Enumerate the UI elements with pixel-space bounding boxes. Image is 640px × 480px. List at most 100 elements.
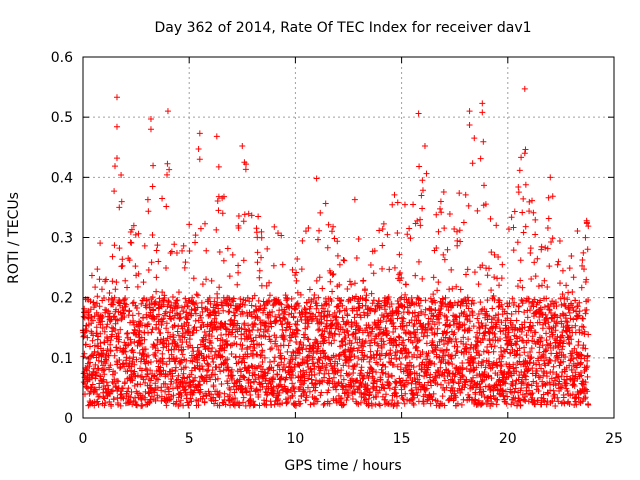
data-point	[212, 309, 219, 316]
data-point	[151, 372, 158, 379]
data-point	[93, 300, 100, 307]
data-point	[305, 375, 312, 382]
data-point	[213, 226, 220, 233]
data-point	[188, 367, 195, 374]
data-point	[450, 379, 457, 386]
data-point	[500, 347, 507, 354]
data-point	[470, 374, 477, 381]
data-point	[319, 285, 326, 292]
data-point	[95, 401, 102, 408]
data-point	[140, 314, 147, 321]
data-point	[395, 310, 402, 317]
data-point	[559, 267, 566, 274]
data-point	[118, 263, 125, 270]
data-point	[516, 334, 523, 341]
data-point	[198, 363, 205, 370]
data-point	[338, 395, 345, 402]
data-point	[442, 352, 449, 359]
data-point	[205, 353, 212, 360]
data-point	[121, 379, 128, 386]
data-point	[429, 337, 436, 344]
data-point	[204, 307, 211, 314]
data-point	[271, 401, 278, 408]
data-point	[340, 401, 347, 408]
data-point	[433, 353, 440, 360]
data-point	[550, 363, 557, 370]
data-point	[179, 351, 186, 358]
data-point	[266, 292, 273, 299]
data-point	[286, 360, 293, 367]
data-point	[357, 314, 364, 321]
data-point	[325, 370, 332, 377]
data-point	[522, 223, 529, 230]
data-point	[552, 402, 559, 409]
data-point	[308, 372, 315, 379]
data-point	[183, 391, 190, 398]
data-point	[491, 251, 498, 258]
data-point	[487, 215, 494, 222]
data-point	[178, 366, 185, 373]
data-point	[304, 335, 311, 342]
data-point	[318, 309, 325, 316]
data-point	[97, 240, 104, 247]
data-point	[568, 300, 575, 307]
data-point	[160, 367, 167, 374]
data-point	[241, 211, 248, 218]
data-point	[490, 348, 497, 355]
data-point	[248, 385, 255, 392]
data-point	[126, 307, 133, 314]
data-point	[263, 282, 270, 289]
data-point	[551, 377, 558, 384]
data-point	[472, 355, 479, 362]
data-point	[562, 312, 569, 319]
data-point	[489, 305, 496, 312]
data-point	[498, 301, 505, 308]
data-point	[570, 274, 577, 281]
data-point	[361, 390, 368, 397]
data-point	[86, 343, 93, 350]
data-point	[271, 354, 278, 361]
data-point	[297, 368, 304, 375]
data-point	[402, 390, 409, 397]
data-point	[289, 380, 296, 387]
data-point	[555, 398, 562, 405]
data-point	[582, 394, 589, 401]
data-point	[431, 321, 438, 328]
data-point	[379, 362, 386, 369]
data-point	[505, 329, 512, 336]
data-point	[206, 294, 213, 301]
data-point	[450, 321, 457, 328]
data-point	[247, 331, 254, 338]
data-point	[160, 344, 167, 351]
data-point	[518, 154, 525, 161]
data-point	[563, 380, 570, 387]
data-point	[568, 367, 575, 374]
data-point	[219, 210, 226, 217]
data-point	[572, 297, 579, 304]
data-point	[313, 377, 320, 384]
data-point	[544, 225, 551, 232]
data-point	[402, 347, 409, 354]
data-point	[349, 395, 356, 402]
data-point	[414, 347, 421, 354]
data-point	[540, 351, 547, 358]
data-point	[503, 361, 510, 368]
data-point	[188, 371, 195, 378]
data-point	[154, 242, 161, 249]
data-point	[129, 377, 136, 384]
data-point	[171, 241, 178, 248]
data-point	[511, 388, 518, 395]
data-point	[474, 207, 481, 214]
data-point	[143, 353, 150, 360]
data-point	[306, 388, 313, 395]
data-point	[279, 326, 286, 333]
data-point	[222, 325, 229, 332]
data-point	[228, 302, 235, 309]
data-point	[435, 228, 442, 235]
data-point	[210, 359, 217, 366]
data-point	[301, 313, 308, 320]
data-point	[380, 220, 387, 227]
data-point	[456, 190, 463, 197]
data-point	[199, 281, 206, 288]
data-point	[220, 307, 227, 314]
